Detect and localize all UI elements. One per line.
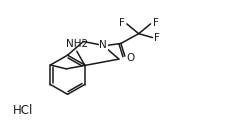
Text: NH2: NH2 — [66, 39, 88, 49]
Text: F: F — [153, 18, 158, 28]
Text: F: F — [119, 18, 125, 28]
Text: F: F — [155, 33, 160, 43]
Text: O: O — [127, 53, 135, 63]
Text: N: N — [99, 40, 107, 50]
Text: HCl: HCl — [13, 104, 33, 117]
